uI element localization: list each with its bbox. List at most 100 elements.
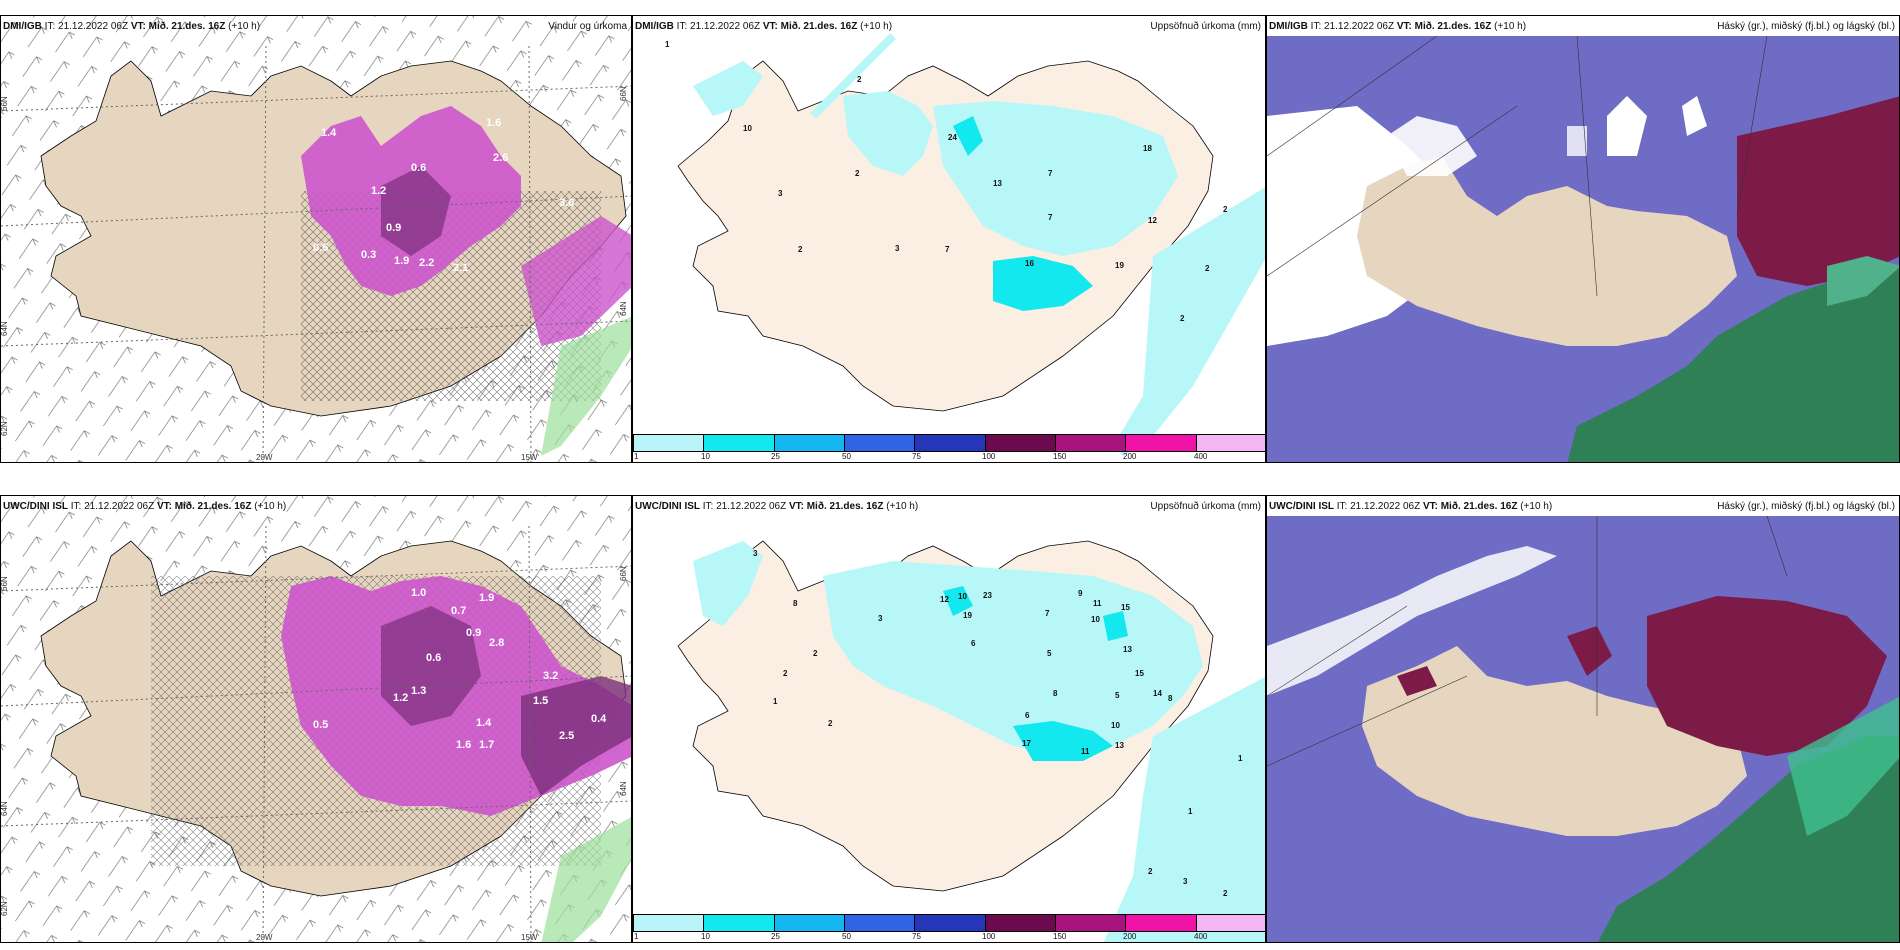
lat-label: 64N [619,781,628,796]
precip-number: 12 [1148,216,1157,225]
wind-map-bottom: UWC/DINI ISL IT: 21.12.2022 06Z VT: Mið.… [0,495,632,943]
precip-number: 24 [948,133,957,142]
panel-title: Háský (gr.), miðský (fj.bl.) og lágský (… [1717,21,1895,32]
precip-number: 8 [1053,689,1058,698]
legend-swatch [704,915,775,931]
precip-number: 1 [665,40,670,49]
legend-tick: 150 [1053,452,1067,461]
legend-tick: 400 [1194,452,1208,461]
precip-number: 2 [1223,889,1228,898]
wind-precip-map: 1.6 2.6 1.2 0.9 0.5 1.9 2.2 2.1 0.3 1.4 … [1,16,631,462]
precip-number: 15 [1135,669,1144,678]
precip-number: 2 [1148,867,1153,876]
accum-precip-map: 3 8 12 10 23 9 11 15 19 6 7 10 5 13 15 3… [677,540,1265,942]
lon-label: 15W [521,933,538,942]
wind-value: 0.5 [313,242,328,254]
legend-swatch [1055,915,1127,931]
precip-number: 11 [1093,599,1102,608]
precip-number: 6 [971,639,976,648]
wind-value: 1.6 [486,117,501,129]
wind-value: 3.2 [543,670,558,682]
precip-legend [633,914,1265,932]
precip-number: 15 [1121,603,1130,612]
wind-precip-map: 1.0 0.7 1.9 0.9 2.8 0.6 1.2 1.3 3.2 1.5 … [1,496,631,942]
wind-value: 1.2 [393,692,408,704]
legend-tick: 400 [1194,932,1208,941]
precip-number: 6 [1025,711,1030,720]
legend-swatch [1196,915,1265,931]
panel-title: Vindur og úrkoma [548,21,627,32]
precip-number: 3 [878,614,883,623]
wind-value: 1.0 [411,587,426,599]
precip-number: 13 [1123,645,1132,654]
panel-title: Uppsöfnuð úrkoma (mm) [1150,501,1261,512]
legend-tick: 10 [701,452,710,461]
wind-value: 1.9 [394,255,409,267]
precip-number: 3 [753,549,758,558]
panel-header-left: UWC/DINI ISL IT: 21.12.2022 06Z VT: Mið.… [3,501,287,512]
wind-value: 2.6 [493,152,508,164]
precip-number: 7 [945,245,950,254]
wind-value: 0.4 [591,713,607,725]
wind-map-top: DMI/IGB IT: 21.12.2022 06Z VT: Mið. 21.d… [0,15,632,463]
legend-swatch [774,915,845,931]
cloud-map-bottom: UWC/DINI ISL IT: 21.12.2022 06Z VT: Mið.… [1266,495,1900,943]
wind-value: 1.3 [411,685,426,697]
lon-label: 15W [521,453,538,462]
precip-number: 2 [798,245,803,254]
precip-legend [633,434,1265,452]
legend-tick: 75 [912,452,921,461]
precip-number: 7 [1048,169,1053,178]
legend-swatch [1196,435,1265,451]
legend-swatch [634,435,705,451]
lat-label: 66N [1,96,9,111]
wind-value: 2.5 [559,730,574,742]
wind-value: 3.6 [559,197,574,209]
wind-value: 1.4 [476,717,492,729]
legend-ticks: 1 10 25 50 75 100 150 200 400 [633,452,1265,462]
lon-label: 20W [256,933,273,942]
precip-number: 2 [1223,205,1228,214]
lat-label: 66N [619,566,628,581]
wind-value: 0.9 [466,627,481,639]
panel-title: Háský (gr.), miðský (fj.bl.) og lágský (… [1717,501,1895,512]
lat-label: 62N [1,901,9,916]
precip-number: 2 [857,75,862,84]
cloud-map-top: DMI/IGB IT: 21.12.2022 06Z VT: Mið. 21.d… [1266,15,1900,463]
legend-tick: 100 [982,452,996,461]
legend-swatch [634,915,705,931]
precip-number: 11 [1081,747,1090,756]
panel-header-left: DMI/IGB IT: 21.12.2022 06Z VT: Mið. 21.d… [1269,21,1527,32]
lat-label: 64N [1,321,9,336]
precip-number: 10 [958,592,967,601]
panel-header-left: DMI/IGB IT: 21.12.2022 06Z VT: Mið. 21.d… [635,21,893,32]
panel-header-left: UWC/DINI ISL IT: 21.12.2022 06Z VT: Mið.… [635,501,919,512]
cloud-cover-map [1267,36,1899,462]
precip-number: 3 [1183,877,1188,886]
precip-number: 10 [1111,721,1120,730]
precip-number: 2 [1180,314,1185,323]
lat-label: 66N [1,576,9,591]
wind-value: 0.3 [361,249,376,261]
precip-number: 18 [1143,144,1152,153]
lat-label: 62N [1,421,9,436]
legend-swatch [915,915,986,931]
wind-value: 1.2 [371,185,386,197]
precip-map-bottom: UWC/DINI ISL IT: 21.12.2022 06Z VT: Mið.… [632,495,1266,943]
legend-tick: 1 [634,932,639,941]
lat-label: 66N [619,86,628,101]
precip-number: 5 [1047,649,1052,658]
precip-number: 19 [963,611,972,620]
precip-number: 13 [1115,741,1124,750]
legend-swatch [704,435,775,451]
legend-swatch [774,435,845,451]
wind-value: 0.6 [411,162,426,174]
precip-map-top: DMI/IGB IT: 21.12.2022 06Z VT: Mið. 21.d… [632,15,1266,463]
precip-number: 7 [1048,213,1053,222]
precip-number: 1 [1188,807,1193,816]
precip-number: 19 [1115,261,1124,270]
legend-tick: 200 [1123,452,1137,461]
legend-swatch [915,435,986,451]
wind-value: 0.7 [451,605,466,617]
precip-number: 8 [1168,694,1173,703]
